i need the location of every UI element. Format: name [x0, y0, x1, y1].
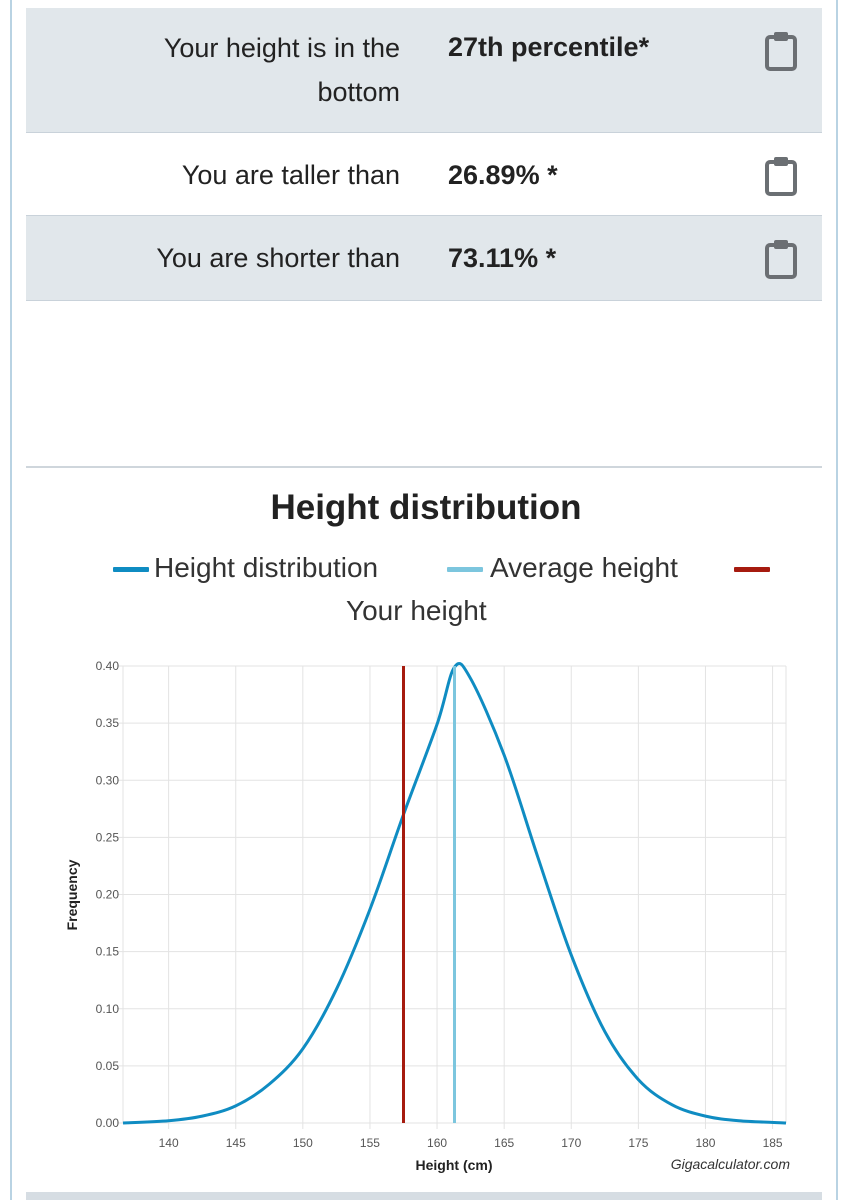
shorter-than-label: You are shorter than: [156, 243, 400, 273]
legend-item-average[interactable]: Average height: [490, 552, 678, 583]
x-tick-label: 145: [226, 1136, 246, 1150]
percentile-label-line1: Your height is in the: [163, 33, 400, 63]
y-tick-label: 0.00: [96, 1116, 120, 1130]
taller-than-row: You are taller than 26.89% *: [26, 133, 822, 216]
y-tick-label: 0.10: [96, 1002, 120, 1016]
legend-swatch-average: [447, 567, 483, 572]
y-tick-label: 0.35: [96, 716, 120, 730]
y-tick-label: 0.25: [96, 830, 120, 844]
next-section-edge: [26, 1192, 822, 1200]
calculator-frame: [10, 0, 838, 1200]
x-axis-ticks: 140 145 150 155 160 165 170 175 180 185: [159, 1136, 783, 1150]
y-axis-ticks: 0.00 0.05 0.10 0.15 0.20 0.25 0.30 0.35 0.40: [96, 659, 120, 1130]
y-tick-label: 0.05: [96, 1059, 120, 1073]
y-tick-label: 0.40: [96, 659, 120, 673]
clipboard-icon: [765, 32, 797, 71]
legend-item-your-height[interactable]: Your height: [346, 595, 487, 626]
x-tick-label: 180: [695, 1136, 715, 1150]
percentile-label: Your height is in the bottom: [164, 26, 400, 114]
clipboard-icon: [765, 240, 797, 279]
percentile-value: 27th percentile*: [448, 32, 650, 62]
results-table: Your height is in the bottom 27th percen…: [26, 8, 822, 301]
section-divider: [26, 466, 822, 468]
x-tick-label: 140: [159, 1136, 179, 1150]
y-tick-label: 0.20: [96, 888, 120, 902]
copy-percentile-button[interactable]: [764, 30, 798, 72]
chart-title: Height distribution: [270, 488, 582, 527]
taller-than-label: You are taller than: [181, 160, 400, 190]
shorter-than-row: You are shorter than 73.11% *: [26, 216, 822, 301]
chart-grid: [117, 665, 787, 1129]
taller-than-value: 26.89% *: [448, 160, 558, 190]
legend-swatch-your-height: [734, 567, 770, 572]
y-tick-label: 0.15: [96, 945, 120, 959]
copy-taller-than-button[interactable]: [764, 155, 798, 197]
percentile-row: Your height is in the bottom 27th percen…: [26, 8, 822, 133]
x-tick-label: 175: [628, 1136, 648, 1150]
x-tick-label: 185: [763, 1136, 783, 1150]
legend-item-distribution[interactable]: Height distribution: [154, 552, 379, 583]
clipboard-icon: [765, 157, 797, 196]
y-axis-label: Frequency: [64, 859, 80, 930]
chart-marks: [122, 662, 787, 1125]
x-tick-label: 150: [293, 1136, 313, 1150]
y-tick-label: 0.30: [96, 773, 120, 787]
shorter-than-value: 73.11% *: [448, 243, 557, 273]
x-axis-label: Height (cm): [416, 1157, 493, 1173]
x-tick-label: 160: [427, 1136, 447, 1150]
x-tick-label: 165: [494, 1136, 514, 1150]
copy-shorter-than-button[interactable]: [764, 238, 798, 280]
percentile-label-line2: bottom: [317, 77, 400, 107]
x-tick-label: 170: [561, 1136, 581, 1150]
legend-swatch-distribution: [113, 567, 149, 572]
chart-credit: Gigacalculator.com: [671, 1156, 791, 1172]
x-tick-label: 155: [360, 1136, 380, 1150]
